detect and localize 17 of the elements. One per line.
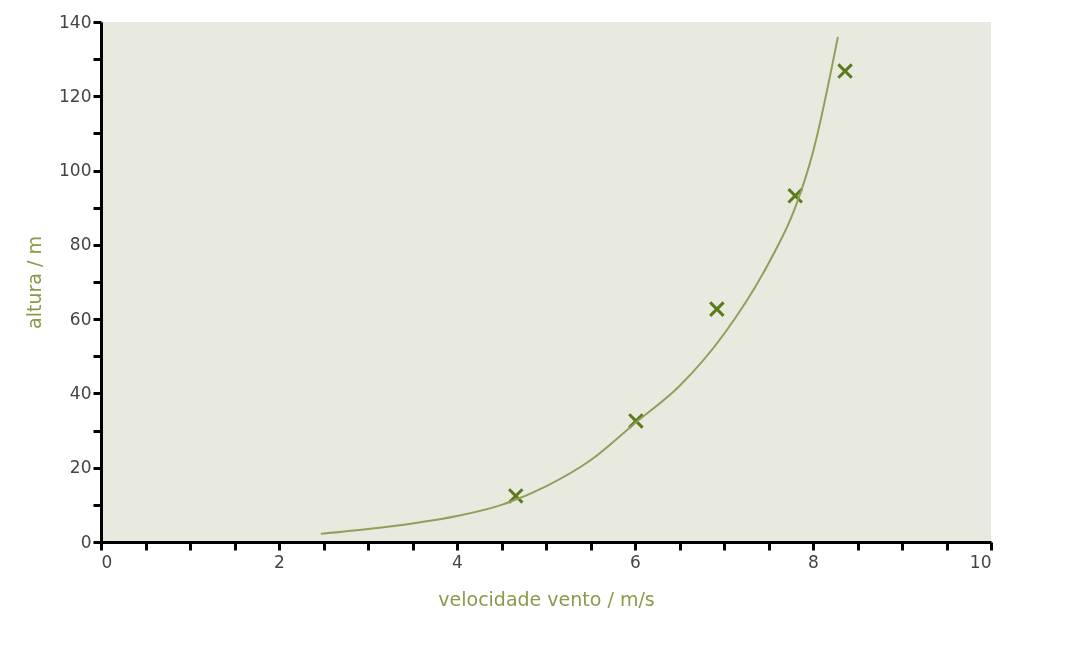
x-tick-label: 8: [808, 551, 819, 572]
x-tick-label: 0: [101, 551, 113, 572]
x-tick-label: 2: [274, 551, 285, 572]
y-tick-label: 20: [69, 457, 92, 478]
x-tick-label: 6: [630, 551, 641, 572]
y-tick-label: 80: [69, 234, 92, 255]
y-axis-title: altura / m: [23, 236, 46, 329]
y-tick-label: 120: [59, 85, 92, 106]
y-tick-label: 40: [69, 382, 92, 403]
x-axis-title: velocidade vento / m/s: [438, 587, 655, 610]
x-tick-label: 4: [452, 551, 463, 572]
y-tick-label: 100: [59, 160, 92, 181]
y-tick-label: 0: [80, 531, 92, 552]
y-tick-label: 60: [69, 308, 92, 329]
x-tick-label: 10: [969, 551, 992, 572]
line-series: [319, 35, 839, 535]
y-tick-label: 140: [59, 11, 92, 32]
